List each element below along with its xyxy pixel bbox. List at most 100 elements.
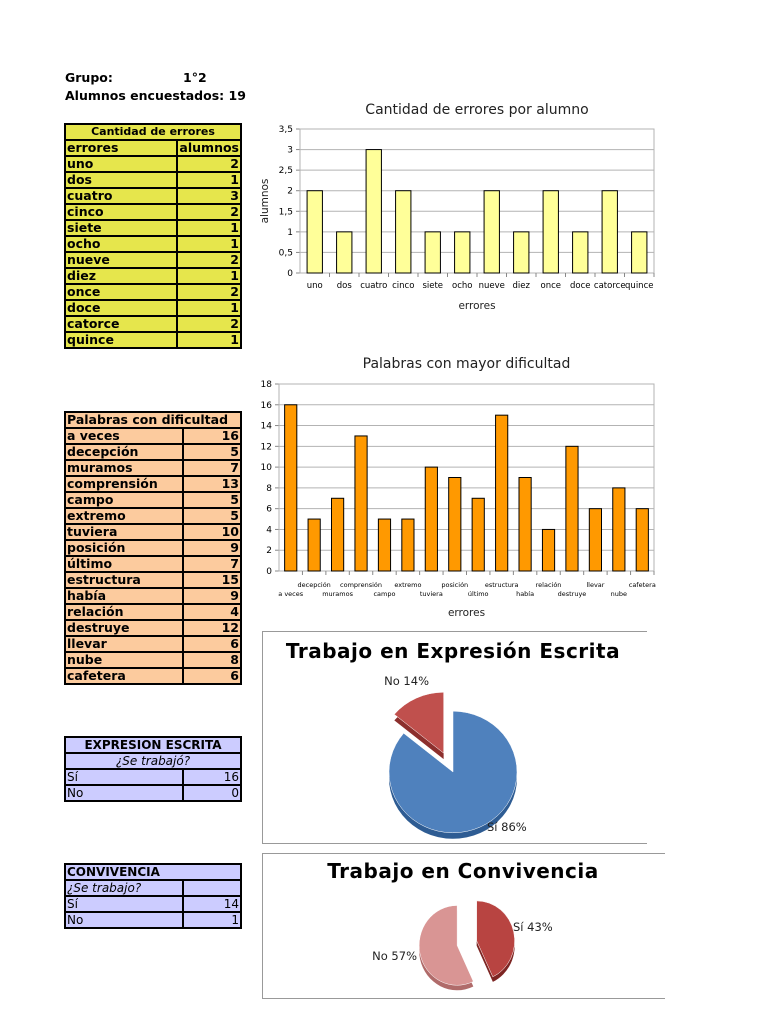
palabras-row-value: 8: [182, 651, 242, 669]
errores-chart-svg: Cantidad de errores por alumno 0 0,5 1 1,5 2 2…: [259, 102, 655, 312]
palabras-row-label: había: [64, 587, 184, 605]
header-group: Grupo: 1°2: [65, 70, 207, 86]
bar: [336, 231, 353, 274]
x-tick-label: decepción: [298, 581, 331, 589]
pie-slice: [418, 905, 474, 986]
errores-row-label: doce: [63, 299, 179, 317]
x-tick-label: comprensión: [340, 581, 382, 589]
palabras-row-label: cafetera: [64, 667, 184, 685]
palabras-row-value: 13: [182, 475, 242, 493]
errores-row-value: 2: [176, 283, 242, 301]
expresion-row-label: No: [64, 784, 184, 802]
y-tick-label: 18: [261, 380, 273, 390]
palabras-row-label: decepción: [64, 443, 184, 461]
bar: [601, 190, 618, 274]
palabras-row-value: 4: [182, 603, 242, 621]
y-tick-label: 2: [266, 546, 272, 556]
palabras-row: decepción 5: [64, 443, 242, 461]
errores-table-title: Cantidad de errores: [64, 123, 242, 141]
palabras-row-value: 6: [182, 667, 242, 685]
convivencia-row-value: 1: [182, 911, 242, 929]
y-tick-label: 0: [287, 269, 293, 279]
bar: [541, 528, 556, 572]
bar: [424, 231, 441, 274]
pie-slice: [476, 900, 515, 978]
expresion-row-value: 16: [182, 768, 242, 786]
x-axis-label: errores: [448, 607, 485, 619]
x-tick-label: quince: [625, 281, 653, 291]
bar: [454, 231, 471, 274]
palabras-row: cafetera 6: [64, 667, 242, 685]
x-tick-label: había: [516, 590, 534, 598]
palabras-row-value: 15: [182, 571, 242, 589]
pie-label: Sí 43%: [513, 920, 553, 934]
bar: [513, 231, 530, 274]
palabras-row: muramos 7: [64, 459, 242, 477]
errores-row: dos 1: [63, 171, 242, 189]
alumnos-col-header: alumnos: [176, 139, 242, 157]
errores-row-label: catorce: [63, 315, 179, 333]
y-tick-label: 0: [266, 567, 272, 577]
errores-row-label: cuatro: [63, 187, 179, 205]
alumnos-value: 19: [228, 88, 246, 103]
y-tick-label: 6: [266, 505, 272, 515]
palabras-row: comprensión 13: [64, 475, 242, 493]
palabras-row: tuviera 10: [64, 523, 242, 541]
x-tick-label: destruye: [558, 590, 587, 598]
palabras-row-value: 16: [182, 427, 242, 445]
errores-row-label: uno: [63, 155, 179, 173]
bar: [424, 466, 438, 572]
palabras-row-label: destruye: [64, 619, 184, 637]
errores-row-label: nueve: [63, 251, 179, 269]
x-tick-label: doce: [570, 281, 591, 291]
palabras-row-value: 9: [182, 587, 242, 605]
palabras-row-label: tuviera: [64, 523, 184, 541]
expresion-row: Sí 16: [64, 768, 242, 786]
palabras-row: extremo 5: [64, 507, 242, 525]
bar: [542, 190, 559, 274]
x-tick-label: nueve: [479, 281, 505, 291]
errores-row: nueve 2: [63, 251, 242, 269]
palabras-row-label: relación: [64, 603, 184, 621]
errores-row-label: diez: [63, 267, 179, 285]
convivencia-table: CONVIVENCIA ¿Se trabajo? Sí 14 No 1: [64, 863, 242, 929]
x-tick-label: cafetera: [629, 581, 656, 589]
bar: [588, 508, 602, 572]
expresion-pie-chart: Trabajo en Expresión Escrita Sí 86% No 14%: [262, 631, 647, 844]
x-tick-label: posición: [441, 581, 468, 589]
errores-row-value: 1: [176, 267, 242, 285]
convivencia-table-title: CONVIVENCIA: [64, 863, 242, 881]
chart-title: Cantidad de errores por alumno: [365, 102, 588, 118]
plot-area: [299, 128, 655, 274]
palabras-row: nube 8: [64, 651, 242, 669]
palabras-row-label: comprensión: [64, 475, 184, 493]
y-tick-label: 1: [287, 228, 293, 238]
palabras-row-label: posición: [64, 539, 184, 557]
errores-row: doce 1: [63, 299, 242, 317]
bar: [354, 435, 368, 572]
convivencia-row: No 1: [64, 911, 242, 929]
expresion-pie-svg: Trabajo en Expresión Escrita Sí 86% No 14%: [286, 639, 620, 839]
convivencia-pie-chart: Trabajo en Convivencia Sí 43% No 57%: [262, 853, 665, 999]
errores-row-value: 1: [176, 235, 242, 253]
pie-slice: [393, 692, 444, 754]
x-tick-label: extremo: [394, 581, 421, 589]
bar: [307, 518, 321, 572]
y-tick-label: 4: [266, 525, 272, 535]
bar: [448, 477, 462, 572]
x-tick-label: a veces: [278, 590, 303, 598]
alumnos-label: Alumnos encuestados:: [65, 88, 225, 103]
convivencia-pie-svg: Trabajo en Convivencia Sí 43% No 57%: [327, 859, 599, 991]
x-tick-label: tuviera: [420, 590, 443, 598]
pie-title: Trabajo en Convivencia: [327, 859, 599, 883]
y-axis-label: alumnos: [259, 179, 271, 224]
bar: [377, 518, 392, 572]
palabras-row: posición 9: [64, 539, 242, 557]
bar: [365, 149, 382, 274]
palabras-chart-svg: Palabras con mayor dificultad 0 2 4 6 8 10 12 14…: [261, 356, 656, 619]
palabras-row-label: extremo: [64, 507, 184, 525]
palabras-row: último 7: [64, 555, 242, 573]
expresion-row-value: 0: [182, 784, 242, 802]
palabras-row-value: 9: [182, 539, 242, 557]
convivencia-question: ¿Se trabajo?: [64, 879, 184, 897]
